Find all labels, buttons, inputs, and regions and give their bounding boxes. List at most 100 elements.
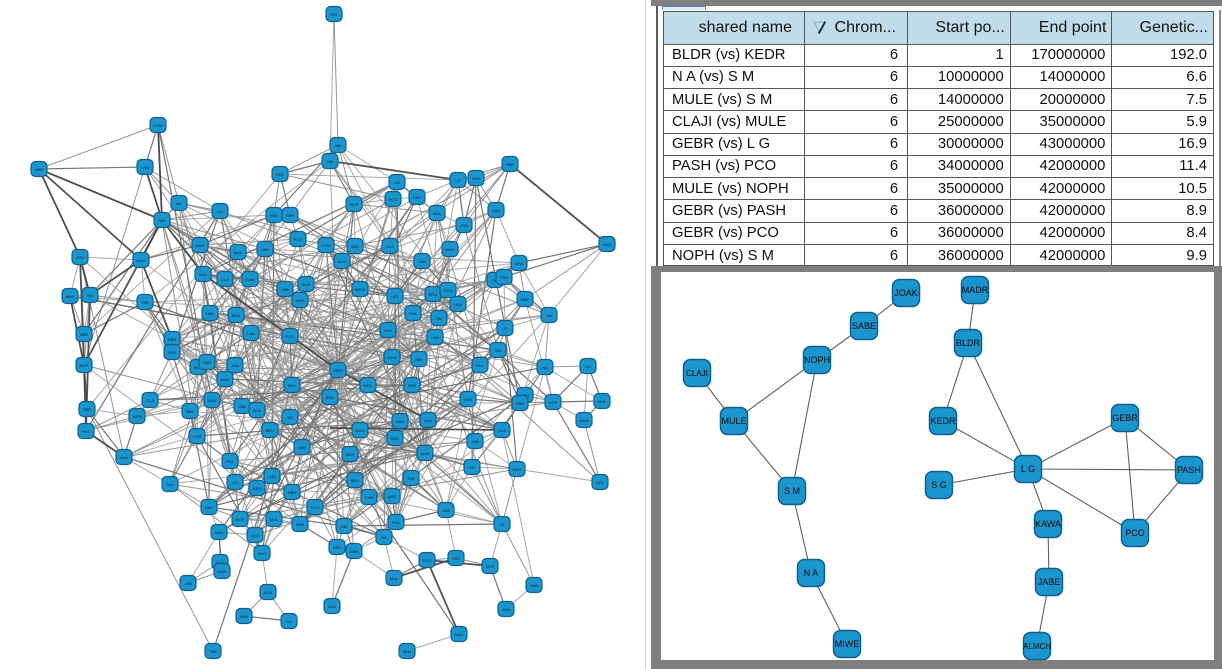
svg-text:HOL: HOL (82, 429, 91, 434)
svg-text:N A: N A (804, 568, 819, 578)
svg-text:SAB: SAB (492, 208, 500, 213)
svg-text:PAS: PAS (452, 556, 460, 561)
svg-text:LG: LG (502, 326, 507, 331)
svg-text:LNA: LNA (247, 331, 255, 336)
svg-text:SABE: SABE (852, 321, 876, 331)
svg-text:ABE: ABE (388, 494, 396, 499)
svg-text:PCO: PCO (294, 237, 303, 242)
svg-text:JOA: JOA (76, 255, 84, 260)
svg-text:SAB: SAB (530, 583, 538, 588)
svg-text:CLA: CLA (146, 398, 154, 403)
svg-text:WES: WES (333, 368, 342, 373)
svg-text:LNA: LNA (454, 302, 462, 307)
svg-text:TRE: TRE (83, 407, 91, 412)
svg-text:LG: LG (455, 178, 460, 183)
svg-text:TRE: TRE (209, 649, 217, 654)
svg-text:NOP: NOP (350, 202, 359, 207)
svg-text:HOL: HOL (596, 480, 605, 485)
svg-text:MIW: MIW (240, 614, 248, 619)
svg-text:CLAJI: CLAJI (686, 369, 708, 378)
svg-text:PAS: PAS (516, 401, 524, 406)
svg-text:PAS: PAS (168, 350, 176, 355)
svg-text:KAW: KAW (580, 418, 589, 423)
svg-text:KED: KED (270, 213, 278, 218)
svg-text:KAW: KAW (446, 247, 455, 252)
svg-text:PCO: PCO (423, 558, 432, 563)
svg-text:PASH: PASH (1177, 465, 1201, 475)
svg-text:ALM: ALM (421, 451, 429, 456)
svg-text:LG: LG (217, 209, 222, 214)
svg-text:ALM: ALM (264, 590, 272, 595)
svg-text:ABE: ABE (298, 445, 306, 450)
svg-text:CLA: CLA (498, 428, 506, 433)
svg-text:BRU: BRU (326, 395, 335, 400)
svg-text:ABE: ABE (415, 357, 423, 362)
svg-text:CYM: CYM (365, 495, 374, 500)
svg-text:CLA: CLA (386, 244, 394, 249)
svg-text:JAB: JAB (238, 404, 246, 409)
svg-text:GBR: GBR (286, 213, 295, 218)
svg-text:NOPH: NOPH (804, 355, 830, 365)
svg-text:MADR: MADR (962, 285, 989, 295)
svg-text:MIW: MIW (515, 261, 523, 266)
svg-text:S M: S M (784, 486, 800, 496)
svg-text:NA: NA (176, 201, 182, 206)
svg-text:NOP: NOP (80, 363, 89, 368)
svg-text:ALMCH: ALMCH (1023, 642, 1051, 651)
svg-text:MUL: MUL (598, 399, 607, 404)
svg-text:KED: KED (384, 328, 392, 333)
svg-text:S G: S G (931, 480, 947, 490)
svg-text:LG: LG (585, 364, 590, 369)
svg-text:KED: KED (253, 486, 261, 491)
svg-text:SM: SM (335, 143, 341, 148)
svg-text:PCO: PCO (389, 197, 398, 202)
svg-text:JABE: JABE (1038, 577, 1061, 587)
svg-text:NOP: NOP (196, 243, 205, 248)
svg-text:MAD: MAD (137, 258, 146, 263)
svg-text:PAS: PAS (413, 195, 421, 200)
svg-text:SM: SM (341, 524, 347, 529)
svg-text:PUL: PUL (330, 12, 339, 17)
svg-text:SM: SM (269, 474, 275, 479)
svg-text:BLDR: BLDR (956, 338, 981, 348)
svg-text:MUL: MUL (270, 517, 279, 522)
svg-text:JOA: JOA (460, 223, 468, 228)
svg-text:JAB: JAB (184, 581, 192, 586)
svg-text:ALM: ALM (338, 259, 346, 264)
svg-text:KAW: KAW (218, 569, 227, 574)
svg-text:CYM: CYM (322, 243, 331, 248)
svg-text:ALM: ALM (302, 282, 310, 287)
svg-text:BRU: BRU (266, 428, 275, 433)
svg-text:TRE: TRE (500, 275, 508, 280)
svg-text:TRE: TRE (141, 300, 149, 305)
svg-text:BLD: BLD (258, 551, 266, 556)
svg-text:CLA: CLA (216, 560, 224, 565)
svg-text:CYM: CYM (154, 123, 163, 128)
svg-text:GBR: GBR (464, 397, 473, 402)
svg-text:ABE: ABE (35, 167, 43, 172)
svg-text:GBR: GBR (168, 337, 177, 342)
svg-text:MIW: MIW (346, 452, 354, 457)
svg-text:KEDR: KEDR (930, 416, 956, 426)
svg-text:SM: SM (436, 316, 442, 321)
svg-text:JAB: JAB (471, 439, 479, 444)
svg-text:MIW: MIW (66, 294, 74, 299)
svg-text:KED: KED (408, 383, 416, 388)
svg-text:SM: SM (495, 348, 501, 353)
svg-text:KAWA: KAWA (1035, 519, 1061, 529)
svg-text:MIW: MIW (186, 409, 194, 414)
svg-text:BLD: BLD (403, 649, 411, 654)
svg-text:SG: SG (287, 415, 293, 420)
svg-text:MAD: MAD (356, 428, 365, 433)
svg-text:L G: L G (1021, 464, 1035, 474)
svg-text:MUL: MUL (234, 250, 243, 255)
svg-text:HOL: HOL (391, 294, 400, 299)
svg-text:JOAK: JOAK (894, 288, 918, 298)
svg-text:GEBR: GEBR (1112, 413, 1138, 423)
svg-text:SG: SG (469, 465, 475, 470)
svg-text:LNA: LNA (141, 165, 149, 170)
svg-text:BRU: BRU (232, 313, 241, 318)
svg-text:JOA: JOA (424, 418, 432, 423)
svg-text:ABE: ABE (521, 297, 529, 302)
svg-text:CLA: CLA (221, 277, 229, 282)
